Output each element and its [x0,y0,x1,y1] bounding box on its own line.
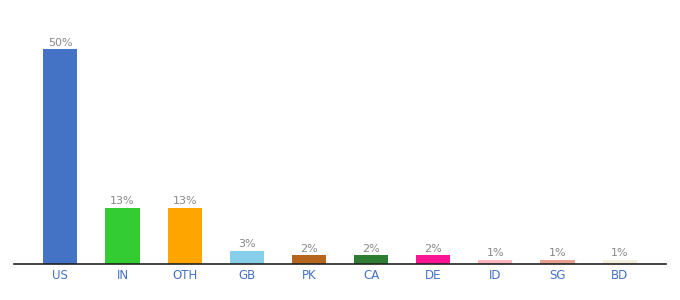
Bar [292,255,326,264]
Text: 13%: 13% [172,196,197,206]
Text: 1%: 1% [549,248,566,258]
Bar [416,255,450,264]
Text: 13%: 13% [110,196,135,206]
Bar [167,208,202,264]
Bar [541,260,575,264]
Text: 50%: 50% [48,38,73,48]
Text: 1%: 1% [487,248,504,258]
Text: 2%: 2% [300,244,318,254]
Bar [105,208,139,264]
Text: 2%: 2% [424,244,442,254]
Bar [44,49,78,264]
Bar [602,260,636,264]
Bar [478,260,513,264]
Text: 3%: 3% [238,239,256,249]
Text: 2%: 2% [362,244,380,254]
Bar [354,255,388,264]
Bar [230,251,264,264]
Text: 1%: 1% [611,248,628,258]
